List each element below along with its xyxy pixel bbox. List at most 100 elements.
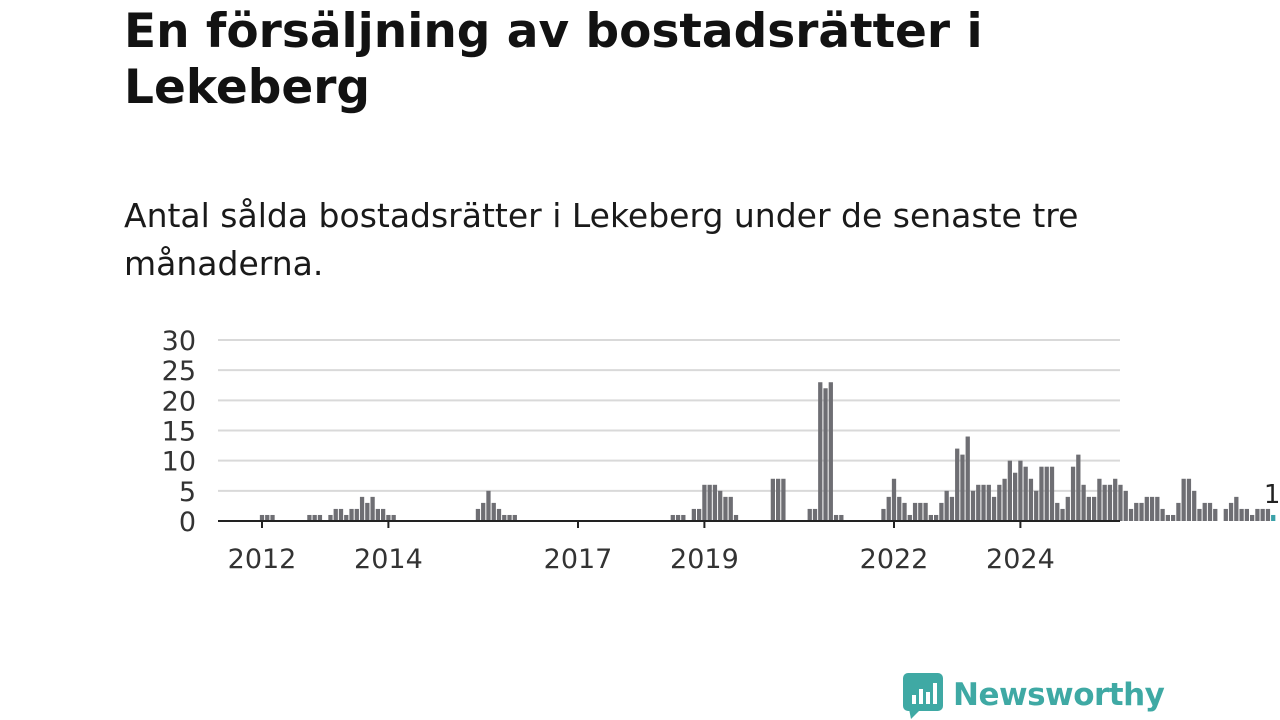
bar xyxy=(718,490,723,521)
bar xyxy=(897,496,902,521)
bar xyxy=(344,514,349,521)
bar xyxy=(1207,502,1213,521)
x-tick-label: 2024 xyxy=(986,544,1055,575)
bar xyxy=(1049,466,1055,521)
bar xyxy=(1244,508,1249,521)
bar xyxy=(1260,508,1265,521)
bar xyxy=(370,496,375,521)
bar xyxy=(833,514,839,521)
bar xyxy=(1034,490,1039,521)
bar xyxy=(1239,508,1244,521)
bar xyxy=(1097,478,1102,521)
bar xyxy=(986,484,991,521)
y-tick-label: 30 xyxy=(162,326,196,357)
bar xyxy=(707,484,712,521)
bar xyxy=(1223,508,1228,521)
bar xyxy=(1044,466,1049,521)
bar xyxy=(1149,496,1155,521)
bar xyxy=(923,502,928,521)
bar xyxy=(1107,484,1113,521)
x-tick-label: 2017 xyxy=(544,544,613,575)
bar xyxy=(839,514,844,521)
bar xyxy=(1081,484,1086,521)
bar xyxy=(1234,496,1239,521)
bar xyxy=(881,508,886,521)
chart-subtitle: Antal sålda bostadsrätter i Lekeberg und… xyxy=(124,196,1079,283)
bar xyxy=(823,388,828,521)
bar xyxy=(1086,496,1091,521)
axes xyxy=(218,520,1120,528)
brand-logo: Newsworthy xyxy=(903,670,1165,720)
bar xyxy=(939,502,944,521)
y-tick-label: 10 xyxy=(162,447,196,478)
y-tick-label: 15 xyxy=(162,417,196,448)
bar xyxy=(1155,496,1160,521)
y-tick-label: 20 xyxy=(162,386,196,417)
bar xyxy=(1202,502,1207,521)
bar xyxy=(702,484,707,521)
y-tick-label: 25 xyxy=(162,356,196,387)
x-tick-label: 2014 xyxy=(354,544,423,575)
bar xyxy=(1065,496,1070,521)
bar xyxy=(491,502,496,521)
bar xyxy=(1113,478,1118,521)
bar xyxy=(349,508,354,521)
bar xyxy=(1250,514,1255,521)
highlight-bar xyxy=(1271,514,1276,521)
bar xyxy=(770,478,775,521)
bar xyxy=(1039,466,1044,521)
bar xyxy=(259,514,265,521)
bar xyxy=(907,514,912,521)
bar xyxy=(712,484,718,521)
bar xyxy=(1118,484,1123,521)
x-tick-label: 2022 xyxy=(860,544,929,575)
bar xyxy=(960,454,965,521)
bar xyxy=(1055,502,1060,521)
bar xyxy=(728,496,733,521)
bar xyxy=(307,514,312,521)
bar xyxy=(1160,508,1165,521)
bars xyxy=(259,382,1276,521)
bar xyxy=(1102,484,1107,521)
bar xyxy=(386,514,391,521)
bar xyxy=(1139,502,1144,521)
bar xyxy=(976,484,981,521)
bar xyxy=(1007,460,1012,521)
bar xyxy=(1070,466,1076,521)
bar xyxy=(365,502,370,521)
bar xyxy=(270,514,275,521)
bar xyxy=(1134,502,1139,521)
bar xyxy=(496,508,502,521)
bar xyxy=(481,502,486,521)
bar xyxy=(902,502,907,521)
bar xyxy=(776,478,781,521)
bar xyxy=(486,490,491,521)
bar xyxy=(1144,496,1149,521)
bar xyxy=(265,514,270,521)
bar xyxy=(1265,508,1271,521)
brand-name: Newsworthy xyxy=(953,677,1165,713)
bar xyxy=(1228,502,1234,521)
bar xyxy=(328,514,333,521)
bar xyxy=(681,514,686,521)
bar xyxy=(312,514,317,521)
bar xyxy=(723,496,728,521)
bar xyxy=(1255,508,1260,521)
bar xyxy=(965,436,970,521)
bar xyxy=(670,514,675,521)
bar xyxy=(1181,478,1186,521)
bar xyxy=(502,514,507,521)
bar xyxy=(912,502,918,521)
bar xyxy=(1186,478,1192,521)
bar xyxy=(918,502,923,521)
bar xyxy=(1002,478,1007,521)
bar xyxy=(338,508,344,521)
bar xyxy=(354,508,359,521)
bar xyxy=(928,514,933,521)
bar xyxy=(512,514,517,521)
bar xyxy=(944,490,949,521)
bar xyxy=(475,508,481,521)
bar xyxy=(375,508,380,521)
bar xyxy=(507,514,512,521)
